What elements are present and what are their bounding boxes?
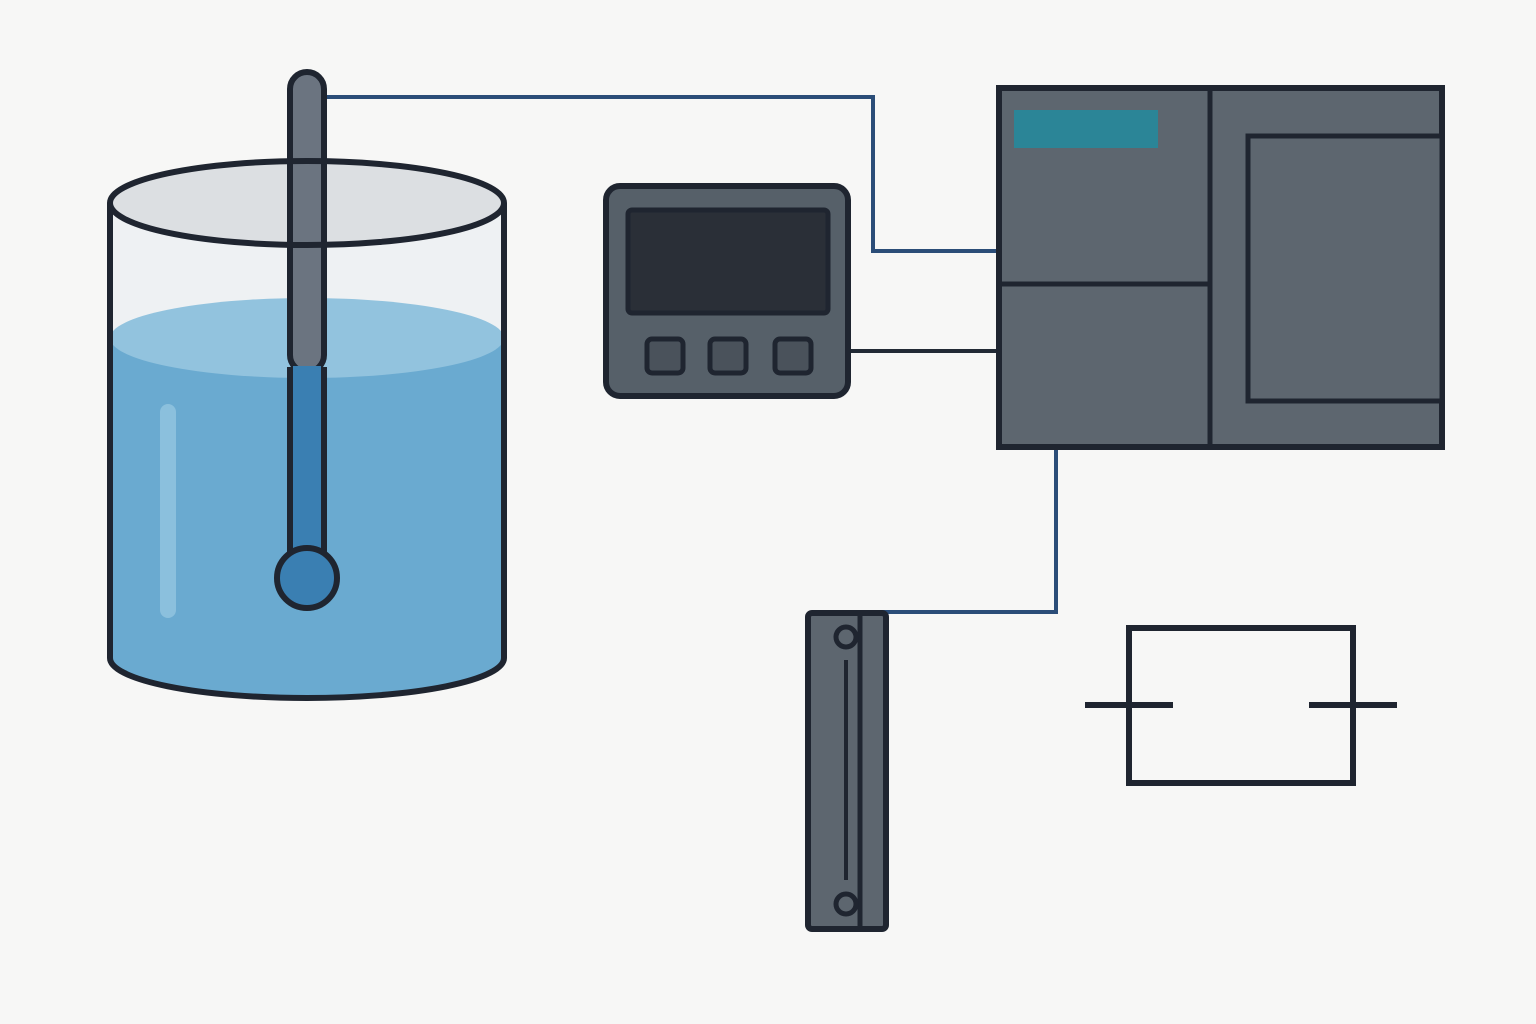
tank — [107, 69, 507, 701]
plc-io-panel — [1245, 133, 1445, 404]
analog-input-module — [805, 610, 889, 932]
controller-display — [625, 207, 831, 316]
wire-rtd-to-plc — [322, 95, 999, 253]
controller-readout — [628, 210, 828, 313]
rtd-probe-bulb — [274, 545, 340, 611]
plc-brand-badge — [1014, 110, 1158, 148]
glass-highlight — [160, 404, 176, 618]
controller-button-3[interactable] — [772, 336, 814, 376]
rtd-probe-joint — [293, 366, 321, 376]
module-screw-top — [833, 624, 859, 650]
ladder-logic-symbol — [1085, 625, 1397, 786]
tank-outline — [107, 203, 507, 701]
rtd-probe-upper — [287, 69, 327, 375]
controller-button-1[interactable] — [644, 336, 686, 376]
module-screw-bottom — [833, 891, 859, 917]
controller-button-2[interactable] — [707, 336, 749, 376]
temperature-controller — [603, 183, 851, 399]
wire-plc-to-analog-module — [872, 447, 1058, 625]
rtd-probe-stem — [287, 367, 327, 573]
